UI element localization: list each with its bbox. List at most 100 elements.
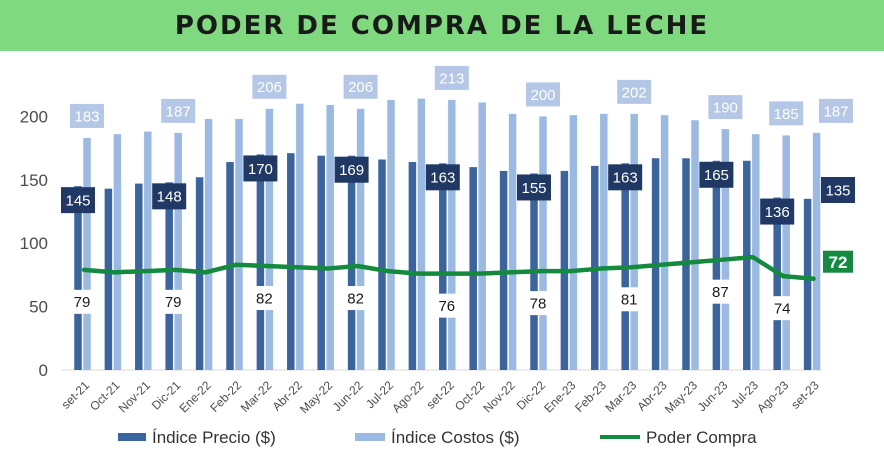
data-label-poder-box (340, 286, 371, 311)
data-label-costos: 206 (348, 79, 373, 96)
data-label-precio: 170 (248, 161, 273, 178)
data-label-poder: 76 (438, 298, 455, 315)
data-label-precio-box (152, 183, 187, 210)
x-tick-label: Ago-22 (389, 378, 426, 415)
data-label-costos: 185 (774, 106, 799, 123)
data-label-poder-box (158, 289, 189, 314)
data-label-precio: 163 (613, 170, 638, 187)
bar-indice-costos (356, 108, 365, 371)
x-tick-label: May-23 (662, 378, 700, 416)
bar-indice-precio (135, 183, 143, 370)
data-label-poder-box (249, 286, 280, 311)
data-label-poder: 72 (829, 253, 848, 272)
data-label-poder: 79 (165, 294, 182, 311)
data-label-poder: 78 (530, 295, 547, 312)
y-tick-label: 100 (20, 234, 48, 253)
x-tick-label: Ago-23 (754, 378, 791, 415)
data-label-costos-box (252, 74, 287, 99)
y-tick-label: 50 (29, 298, 48, 317)
bar-indice-costos (387, 99, 395, 370)
data-label-poder: 82 (347, 290, 364, 307)
data-label-precio-box (699, 161, 734, 188)
data-label-precio-box (760, 198, 795, 225)
bar-indice-costos (296, 103, 304, 370)
bar-indice-costos (630, 113, 638, 370)
bar-indice-precio (287, 153, 295, 370)
data-label-costos-box (769, 101, 804, 126)
bar-indice-costos (478, 102, 486, 371)
data-label-poder-box (523, 291, 553, 316)
bar-indice-costos (660, 115, 669, 370)
bar-indice-costos (782, 135, 790, 370)
data-label-precio-box (517, 174, 551, 201)
bar-indice-costos (600, 113, 608, 370)
x-tick-label: set-21 (59, 378, 93, 412)
bar-indice-precio (408, 162, 417, 370)
data-label-precio: 165 (704, 167, 729, 184)
line-poder-compra (81, 254, 816, 281)
data-label-poder: 82 (256, 290, 273, 307)
x-tick-label: May-22 (297, 378, 335, 416)
x-tick-label: Feb-23 (572, 378, 609, 415)
data-label-precio: 145 (65, 193, 90, 210)
bar-indice-precio (773, 197, 781, 370)
bar-indice-precio (256, 154, 265, 370)
x-tick-label: Jun-23 (695, 378, 731, 414)
x-tick-label: set-22 (423, 378, 457, 412)
data-label-costos-box (70, 103, 104, 128)
data-label-poder-box (67, 289, 97, 314)
bar-indice-costos (326, 104, 334, 370)
data-label-costos: 183 (74, 108, 99, 125)
bar-indice-costos (113, 134, 122, 370)
data-label-costos: 187 (166, 103, 191, 120)
data-label-precio: 135 (825, 182, 850, 199)
bar-indice-costos (812, 132, 821, 370)
x-tick-label: Mar-23 (603, 378, 640, 415)
data-label-precio-box (425, 164, 460, 191)
bar-indice-costos (691, 120, 699, 370)
data-label-precio-box (243, 155, 278, 182)
bar-indice-costos (265, 108, 274, 371)
data-label-costos: 200 (530, 87, 555, 104)
data-label-poder-box (823, 250, 853, 273)
legend-swatch (355, 433, 385, 441)
data-label-costos: 202 (622, 84, 647, 101)
data-label-costos-box (434, 65, 469, 90)
data-label-precio: 155 (521, 180, 546, 197)
x-tick-label: Ene-22 (176, 378, 213, 415)
legend-label: Índice Costos ($) (391, 428, 520, 447)
data-label-precio-box (334, 156, 369, 183)
bar-indice-costos (235, 118, 243, 370)
data-label-precio-box (608, 164, 643, 191)
data-label-poder: 79 (74, 294, 91, 311)
y-tick-label: 150 (20, 171, 48, 190)
bar-indice-precio (74, 186, 82, 370)
bar-indice-precio (469, 167, 477, 370)
data-label-precio: 169 (339, 162, 364, 179)
data-label-costos-box (343, 74, 378, 99)
data-label-poder-box (431, 293, 462, 318)
bar-indice-precio (165, 182, 173, 370)
bar-indice-costos (448, 99, 456, 370)
data-label-poder: 87 (712, 284, 729, 301)
bar-indice-precio (712, 160, 721, 370)
bar-indice-costos (204, 118, 213, 370)
data-label-costos-box (161, 98, 196, 123)
data-label-precio: 163 (430, 170, 455, 187)
x-tick-label: set-23 (788, 378, 822, 412)
bar-indice-costos (83, 137, 91, 370)
legend-swatch (118, 433, 146, 441)
bar-indice-costos (569, 115, 578, 370)
legend-label: Poder Compra (646, 428, 757, 447)
bar-indice-precio (803, 198, 812, 370)
chart-title: PODER DE COMPRA DE LA LECHE (174, 10, 710, 41)
data-label-costos-box (819, 98, 853, 123)
x-tick-label: Mar-22 (238, 378, 275, 415)
bar-indice-precio (743, 160, 751, 370)
bar-indice-precio (104, 188, 113, 370)
bar-indice-costos (539, 116, 547, 371)
x-tick-label: Jun-22 (330, 378, 366, 414)
chart-title-banner: PODER DE COMPRA DE LA LECHE (0, 0, 884, 51)
bar-indice-precio (378, 159, 386, 370)
